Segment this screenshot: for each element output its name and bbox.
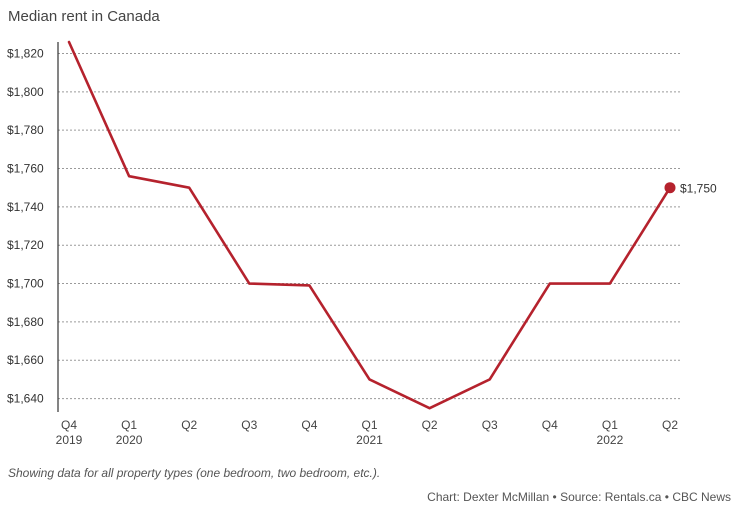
x-tick-label: Q2 (181, 418, 197, 432)
end-point-marker (664, 182, 676, 194)
y-tick-label: $1,660 (7, 353, 44, 367)
y-tick-label: $1,700 (7, 277, 44, 291)
series-line-median-rent (67, 40, 672, 410)
x-tick-label: Q2 (422, 418, 438, 432)
y-tick-label: $1,760 (7, 162, 44, 176)
chart-title: Median rent in Canada (8, 8, 160, 25)
y-tick-label: $1,640 (7, 392, 44, 406)
chart-note: Showing data for all property types (one… (8, 466, 381, 480)
series (67, 40, 676, 410)
data-labels: $1,750 (680, 182, 717, 196)
y-tick-label: $1,680 (7, 315, 44, 329)
chart-credit: Chart: Dexter McMillan • Source: Rentals… (427, 490, 731, 504)
gridlines (58, 53, 680, 400)
x-tick-year-label: 2021 (356, 433, 383, 447)
x-tick-label: Q4 (542, 418, 558, 432)
end-value-label: $1,750 (680, 182, 717, 196)
x-tick-year-label: 2022 (597, 433, 624, 447)
y-tick-label: $1,820 (7, 47, 44, 61)
y-tick-label: $1,780 (7, 123, 44, 137)
x-tick-label: Q1 (361, 418, 377, 432)
y-tick-label: $1,800 (7, 85, 44, 99)
y-tick-label: $1,740 (7, 200, 44, 214)
x-tick-label: Q3 (241, 418, 257, 432)
x-tick-label: Q1 (121, 418, 137, 432)
x-tick-label: Q1 (602, 418, 618, 432)
x-tick-label: Q4 (61, 418, 77, 432)
x-tick-label: Q2 (662, 418, 678, 432)
x-tick-year-label: 2020 (116, 433, 143, 447)
y-tick-label: $1,720 (7, 238, 44, 252)
line-chart: $1,640 $1,660 $1,680 $1,700 $1,720 $1,740 $1,7… (7, 40, 717, 447)
x-tick-label: Q4 (301, 418, 317, 432)
x-tick-year-label: 2019 (56, 433, 83, 447)
x-tick-label: Q3 (482, 418, 498, 432)
y-tick-labels: $1,640 $1,660 $1,680 $1,700 $1,720 $1,740 $1,7… (7, 47, 44, 406)
